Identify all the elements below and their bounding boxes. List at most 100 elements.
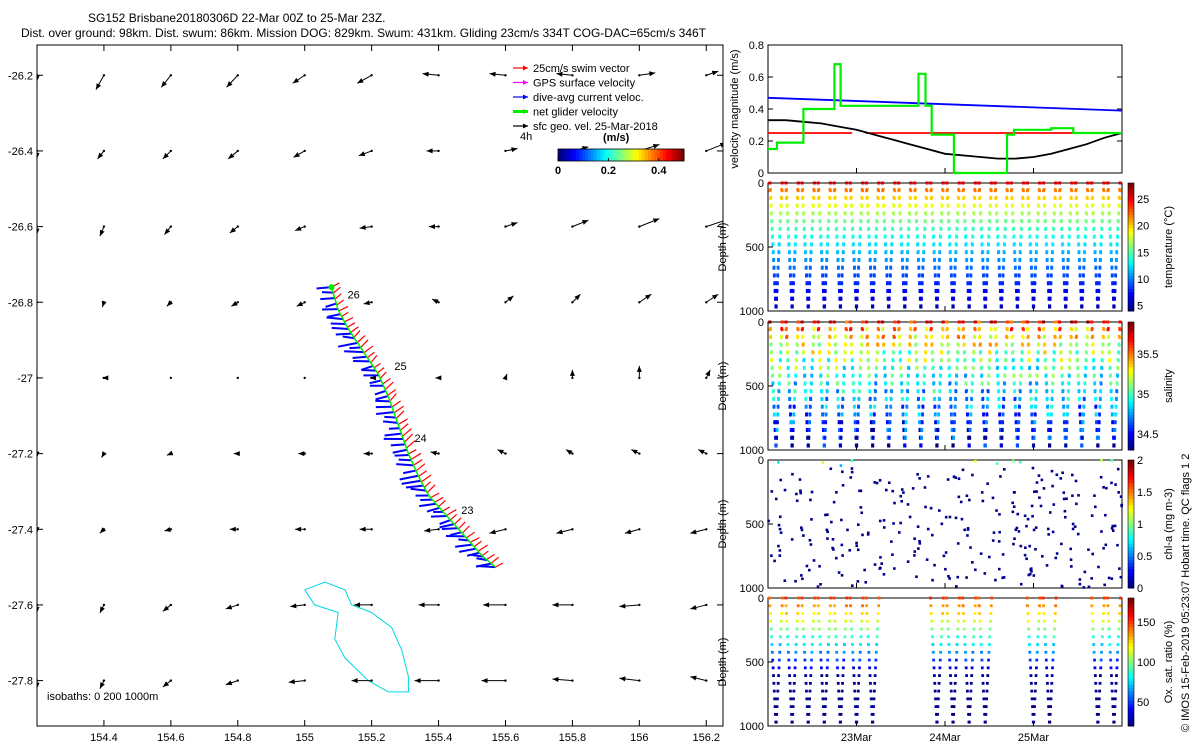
sample-point xyxy=(1115,674,1118,677)
sample-point xyxy=(811,342,815,346)
sample-point xyxy=(837,404,840,408)
sample-point xyxy=(791,420,795,423)
sample-point xyxy=(933,396,937,400)
swim-vector xyxy=(406,440,416,449)
sample-point xyxy=(778,643,782,646)
sfc-velocity-arrowhead xyxy=(619,603,626,609)
sample-point xyxy=(1111,705,1115,709)
sample-point xyxy=(938,242,942,246)
sample-point xyxy=(963,211,967,215)
sample-point xyxy=(1061,471,1064,475)
colorbar-cell xyxy=(1128,508,1134,512)
sample-point xyxy=(805,564,809,568)
colorbar-cell xyxy=(627,149,631,161)
sample-point xyxy=(787,666,791,670)
swim-vector xyxy=(438,500,446,508)
sample-point xyxy=(851,643,854,646)
sample-point xyxy=(802,211,806,215)
sample-point xyxy=(899,373,903,377)
sample-point xyxy=(1030,281,1034,284)
sample-point xyxy=(1093,389,1097,392)
sample-point xyxy=(858,489,861,493)
sample-point xyxy=(971,561,974,564)
sample-point xyxy=(1111,281,1115,284)
sample-point xyxy=(786,358,790,361)
sample-point xyxy=(842,373,846,377)
sample-point xyxy=(1085,327,1089,330)
depth-y-tick-label: 500 xyxy=(746,381,764,393)
swim-vector xyxy=(384,381,394,391)
colorbar-cell xyxy=(1128,527,1134,531)
sample-point xyxy=(778,549,782,552)
sample-point xyxy=(1115,250,1119,253)
sample-point xyxy=(1032,304,1036,308)
sample-point xyxy=(801,577,804,581)
colorbar-cell xyxy=(1128,211,1134,216)
sample-point xyxy=(997,396,1001,400)
sample-point xyxy=(940,635,943,639)
sample-point xyxy=(1107,334,1111,338)
velocity-series-line xyxy=(767,96,1123,112)
sample-point xyxy=(892,522,895,525)
sample-point xyxy=(1112,720,1116,724)
sample-point xyxy=(785,619,789,623)
sample-point xyxy=(901,265,905,269)
sample-point xyxy=(937,396,941,400)
colorbar-cell xyxy=(1128,472,1134,477)
sample-point xyxy=(948,234,952,238)
sample-point xyxy=(838,288,841,292)
sample-point xyxy=(860,327,864,330)
sample-point xyxy=(920,420,924,423)
sample-point xyxy=(783,488,787,492)
sample-point xyxy=(1052,211,1056,215)
sample-point xyxy=(980,242,984,246)
sample-point xyxy=(950,288,954,292)
sample-point xyxy=(1016,435,1020,439)
sample-point xyxy=(963,365,967,369)
sample-point xyxy=(1036,203,1040,207)
sample-point xyxy=(930,619,934,623)
colorbar-cell xyxy=(1128,414,1134,419)
sample-point xyxy=(794,650,798,654)
sample-point xyxy=(867,643,870,646)
sample-point xyxy=(1052,503,1056,506)
colorbar-tick-label: 1 xyxy=(1137,519,1143,531)
colorbar-cell xyxy=(1128,466,1134,471)
sample-point xyxy=(784,596,788,600)
sample-point xyxy=(856,548,860,552)
sample-point xyxy=(1106,181,1110,185)
sample-point xyxy=(1097,427,1101,431)
sample-point xyxy=(891,365,894,369)
sample-point xyxy=(780,612,784,615)
colorbar-cell xyxy=(1128,649,1134,653)
sample-point xyxy=(936,427,940,431)
sample-point xyxy=(786,365,790,369)
date-tick-label: 23Mar xyxy=(841,732,873,744)
sample-point xyxy=(824,273,828,277)
sample-point xyxy=(850,219,854,222)
sample-point xyxy=(973,188,977,191)
sample-point xyxy=(1012,381,1016,385)
sample-point xyxy=(849,181,852,185)
sample-point xyxy=(1091,552,1095,556)
sample-point xyxy=(828,188,832,191)
sample-point xyxy=(857,257,861,261)
sample-point xyxy=(1110,689,1114,693)
sample-point xyxy=(1102,486,1105,489)
sample-point xyxy=(946,195,950,199)
sample-point xyxy=(1075,211,1079,215)
sample-point xyxy=(955,585,958,588)
sample-point xyxy=(1084,226,1087,230)
sample-point xyxy=(1063,420,1066,423)
sample-point xyxy=(833,195,837,199)
sample-point xyxy=(840,412,844,416)
sample-point xyxy=(808,281,811,284)
depth-y-tick-label: 1000 xyxy=(740,721,764,733)
sample-point xyxy=(1083,389,1086,392)
sample-point xyxy=(924,505,927,509)
sample-point xyxy=(1011,459,1015,463)
sample-point xyxy=(1044,358,1047,361)
sample-point xyxy=(787,373,791,377)
sample-point xyxy=(914,195,918,199)
